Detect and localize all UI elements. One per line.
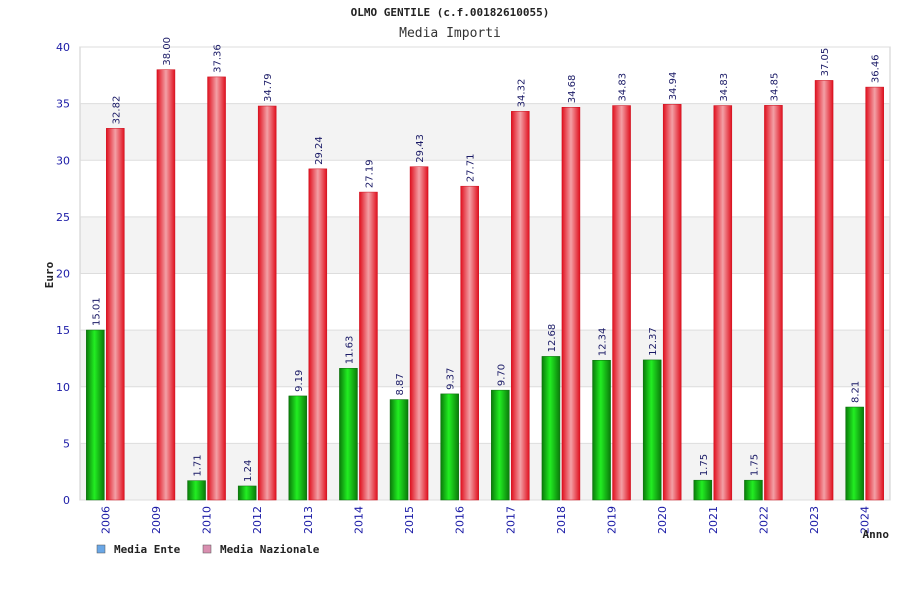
x-tick-label: 2020 — [656, 506, 669, 534]
legend-label: Media Nazionale — [220, 543, 320, 556]
y-tick-label: 20 — [56, 268, 70, 281]
data-label: 37.05 — [820, 48, 831, 77]
data-label: 34.85 — [769, 73, 780, 102]
data-label: 12.37 — [648, 327, 659, 356]
bar-media-ente — [744, 479, 763, 501]
x-tick-label: 2006 — [99, 506, 112, 534]
data-label: 34.83 — [618, 73, 629, 102]
bar-media-ente — [86, 329, 105, 501]
data-label: 27.71 — [466, 154, 477, 183]
bar-media-nazionale — [662, 104, 682, 501]
legend-swatch — [202, 544, 212, 554]
x-tick-label: 2017 — [504, 506, 517, 534]
bar-media-nazionale — [106, 128, 125, 501]
legend: Media Ente Media Nazionale — [96, 543, 320, 556]
bar-media-ente — [491, 389, 510, 501]
bar-media-nazionale — [561, 106, 581, 501]
chart-subtitle: Media Importi — [399, 26, 501, 41]
y-tick-label: 25 — [56, 211, 70, 224]
bar-media-nazionale — [409, 166, 429, 501]
x-tick-label: 2016 — [454, 506, 467, 534]
bar-media-ente — [642, 359, 662, 501]
bar-media-nazionale — [764, 105, 783, 501]
data-label: 1.75 — [699, 454, 710, 476]
legend-swatch — [96, 544, 106, 554]
data-label: 11.63 — [344, 336, 355, 365]
y-tick-label: 35 — [56, 98, 70, 111]
value-labels: 15.01 32.82 38.00 1.71 37.36 1.24 34.79 9.19 29.… — [91, 37, 881, 482]
data-label: 34.83 — [719, 73, 730, 102]
data-label: 12.34 — [598, 328, 609, 357]
y-tick-label: 10 — [56, 381, 70, 394]
x-tick-label: 2021 — [707, 506, 720, 534]
legend-label: Media Ente — [114, 543, 181, 556]
bar-media-ente — [237, 485, 257, 501]
bar-media-ente — [288, 395, 308, 501]
data-label: 32.82 — [111, 96, 122, 125]
y-tick-label: 5 — [63, 437, 70, 450]
bar-media-nazionale — [713, 105, 733, 501]
x-tick-label: 2024 — [859, 506, 872, 534]
data-label: 1.71 — [193, 454, 204, 476]
y-tick-label: 0 — [63, 494, 70, 507]
data-label: 8.21 — [851, 381, 862, 403]
x-tick-label: 2019 — [606, 506, 619, 534]
data-label: 37.36 — [213, 44, 224, 73]
bar-media-ente — [339, 368, 358, 501]
x-tick-label: 2018 — [555, 506, 568, 534]
bar-media-nazionale — [156, 69, 176, 501]
bar-media-ente — [541, 356, 561, 501]
data-label: 9.37 — [446, 368, 457, 390]
data-label: 1.24 — [243, 460, 254, 482]
y-axis-ticks: 0 5 10 15 20 25 30 35 40 — [56, 41, 70, 507]
data-label: 34.32 — [516, 79, 527, 108]
data-label: 8.87 — [395, 373, 406, 395]
y-tick-label: 40 — [56, 41, 70, 54]
x-axis-label: Anno — [863, 528, 890, 541]
data-label: 15.01 — [91, 297, 102, 326]
x-axis-ticks: 2006 2009 2010 2012 2013 2014 2015 2016 2017 2018… — [99, 506, 871, 534]
bar-media-nazionale — [511, 111, 530, 501]
x-tick-label: 2012 — [251, 506, 264, 534]
data-label: 36.46 — [871, 54, 882, 83]
data-label: 29.24 — [314, 136, 325, 165]
data-label: 27.19 — [364, 159, 375, 188]
bar-media-ente — [389, 399, 409, 501]
bar-media-nazionale — [814, 80, 834, 501]
bar-media-nazionale — [308, 168, 328, 501]
data-label: 1.75 — [749, 454, 760, 476]
data-label: 12.68 — [547, 324, 558, 353]
x-tick-label: 2014 — [352, 506, 365, 534]
data-label: 9.70 — [496, 364, 507, 386]
bar-media-nazionale — [460, 185, 479, 501]
x-tick-label: 2023 — [808, 506, 821, 534]
y-tick-label: 15 — [56, 324, 70, 337]
chart-title: OLMO GENTILE (c.f.00182610055) — [351, 6, 550, 19]
x-tick-label: 2010 — [201, 506, 214, 534]
y-tick-label: 30 — [56, 154, 70, 167]
data-label: 29.43 — [415, 134, 426, 163]
data-label: 34.68 — [567, 75, 578, 104]
bar-media-nazionale — [207, 76, 226, 501]
bar-media-nazionale — [865, 86, 884, 501]
bar-media-ente — [440, 393, 459, 501]
bar-media-nazionale — [612, 105, 631, 501]
bar-media-ente — [693, 479, 713, 501]
data-label: 34.94 — [668, 72, 679, 101]
bar-media-ente — [845, 406, 864, 501]
bar-media-ente — [592, 359, 611, 501]
bars — [86, 69, 884, 501]
data-label: 34.79 — [263, 73, 274, 102]
bar-media-nazionale — [257, 105, 277, 501]
x-tick-label: 2015 — [403, 506, 416, 534]
x-tick-label: 2013 — [302, 506, 315, 534]
data-label: 9.19 — [294, 370, 305, 392]
y-axis-label: Euro — [43, 261, 56, 288]
x-tick-label: 2009 — [150, 506, 163, 534]
data-label: 38.00 — [162, 37, 173, 66]
bar-media-nazionale — [359, 191, 378, 501]
x-tick-label: 2022 — [757, 506, 770, 534]
bar-media-ente — [187, 480, 206, 501]
